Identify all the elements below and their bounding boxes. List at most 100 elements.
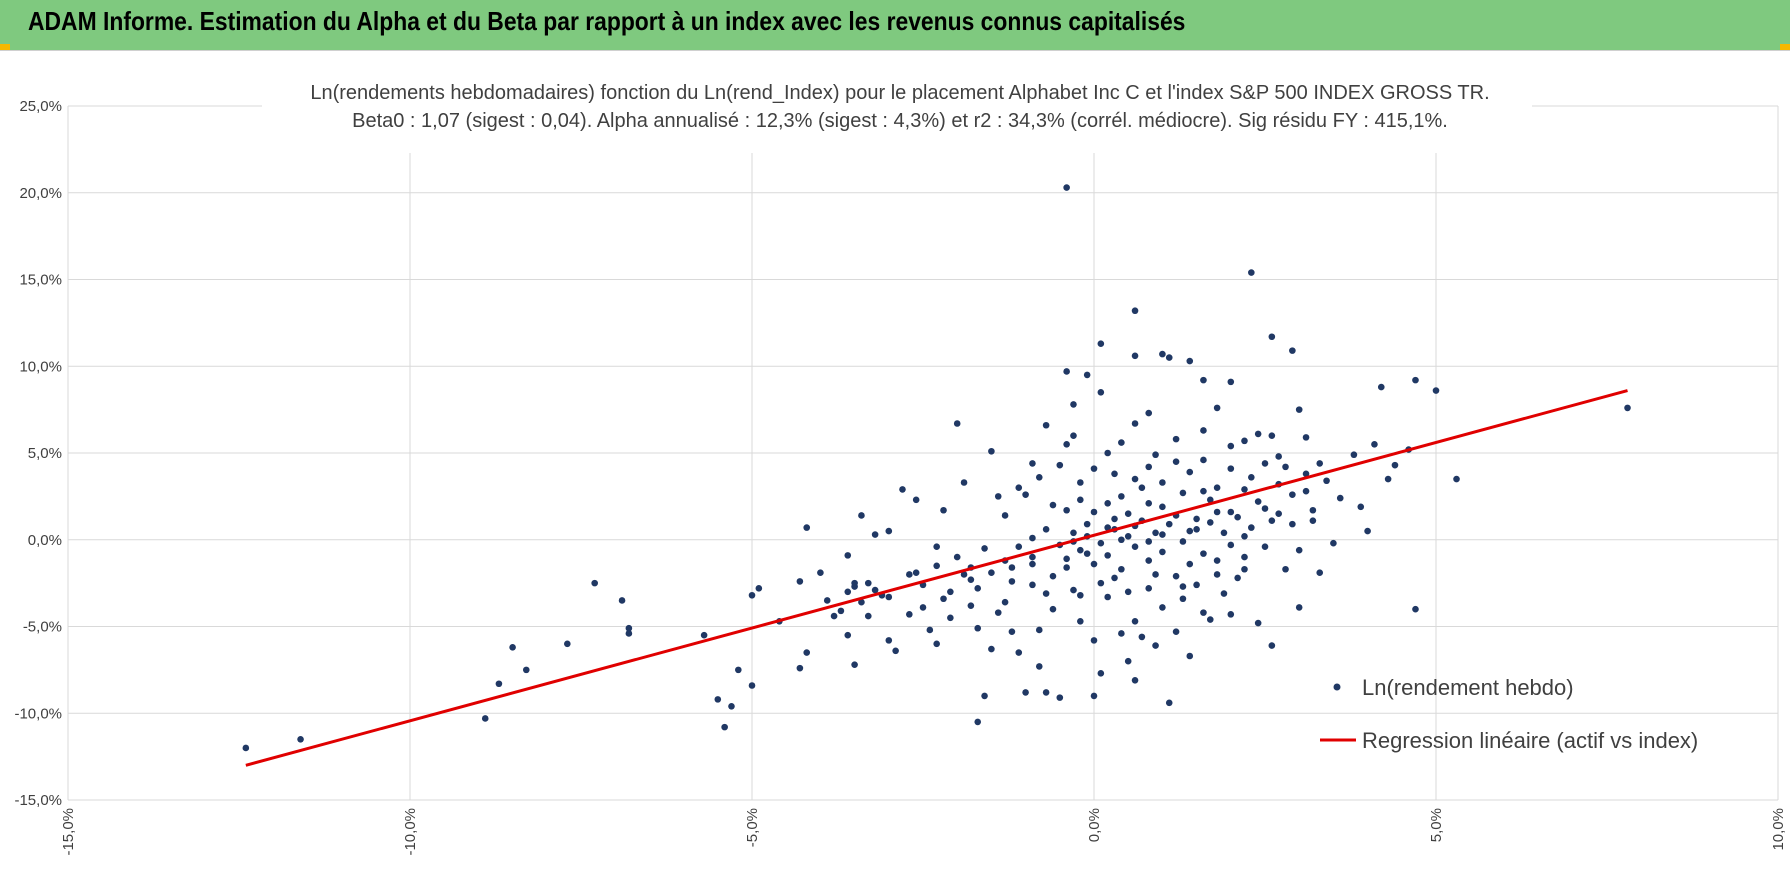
data-point	[1104, 500, 1111, 507]
data-point	[1152, 529, 1159, 537]
title-background	[262, 71, 1532, 153]
data-point	[1111, 470, 1118, 478]
data-point	[1254, 498, 1262, 505]
data-point	[1042, 526, 1050, 533]
data-point	[1159, 604, 1166, 611]
data-point	[297, 735, 304, 743]
data-point	[1200, 550, 1207, 557]
x-tick-label: -15,0%	[60, 808, 77, 856]
data-point	[1302, 470, 1310, 478]
data-point	[625, 624, 633, 632]
data-point	[1077, 617, 1084, 625]
data-point	[1213, 571, 1221, 578]
data-point	[926, 626, 934, 634]
data-point	[1316, 460, 1324, 467]
data-point	[1097, 539, 1105, 547]
data-point	[988, 447, 995, 455]
data-point	[1077, 546, 1084, 554]
data-point	[871, 531, 879, 538]
data-point	[1241, 553, 1248, 561]
data-point	[625, 630, 633, 637]
data-point	[1152, 571, 1159, 578]
data-point	[1206, 496, 1214, 504]
data-point	[912, 569, 920, 577]
data-point	[1200, 456, 1207, 464]
data-point	[1118, 630, 1125, 637]
data-point	[1159, 479, 1166, 486]
data-point	[885, 637, 893, 644]
chart-subtitle: Beta0 : 1,07 (sigest : 0,04). Alpha annu…	[352, 110, 1448, 132]
data-point	[1323, 477, 1330, 485]
data-point	[1090, 692, 1098, 700]
data-point	[1111, 574, 1118, 582]
data-point	[1090, 637, 1098, 644]
legend-label-scatter: Ln(rendement hebdo)	[1362, 675, 1574, 700]
data-point	[1035, 473, 1043, 481]
data-point	[1097, 388, 1105, 396]
corner-marker-left	[0, 44, 10, 50]
data-point	[1172, 435, 1180, 443]
data-point	[721, 723, 728, 731]
data-point	[1165, 520, 1173, 528]
data-point	[1131, 475, 1139, 483]
data-point	[1179, 489, 1187, 497]
data-point	[1241, 565, 1248, 573]
data-point	[1118, 565, 1125, 573]
data-point	[1083, 550, 1091, 557]
data-point	[1029, 460, 1036, 467]
data-point	[906, 611, 913, 618]
data-point	[1261, 543, 1269, 550]
data-point	[1268, 432, 1276, 439]
data-point	[1124, 532, 1132, 540]
data-point	[1302, 487, 1310, 495]
data-point	[1042, 421, 1050, 429]
data-point	[830, 612, 838, 620]
data-point	[1042, 689, 1050, 696]
data-point	[1220, 590, 1228, 597]
data-point	[1186, 468, 1194, 476]
header-bar: ADAM Informe. Estimation du Alpha et du …	[0, 0, 1790, 50]
data-point	[994, 609, 1002, 616]
data-point	[1295, 406, 1303, 413]
data-point	[1227, 611, 1235, 618]
data-point	[933, 562, 940, 570]
data-point	[1213, 508, 1221, 516]
data-point	[1015, 484, 1023, 492]
data-point	[994, 493, 1002, 500]
data-point	[1200, 487, 1207, 495]
data-point	[1111, 515, 1118, 523]
y-tick-label: -15,0%	[14, 792, 62, 809]
data-point	[1302, 434, 1310, 441]
data-point	[1213, 484, 1221, 492]
data-point	[1186, 652, 1194, 660]
data-point	[1070, 432, 1077, 439]
data-point	[1070, 586, 1077, 594]
data-point	[1254, 619, 1262, 627]
data-point	[892, 647, 899, 655]
data-point	[1213, 557, 1221, 564]
data-point	[1145, 538, 1153, 545]
data-point	[591, 579, 598, 587]
data-point	[1248, 524, 1255, 531]
data-point	[1295, 604, 1303, 611]
data-point	[1077, 479, 1084, 486]
data-point	[1268, 333, 1276, 341]
x-axis-ticks: -15,0% -10,0% -5,0% 0,0% 5,0% 10,0%	[60, 808, 1787, 856]
data-point	[933, 543, 940, 550]
data-point	[495, 680, 503, 688]
data-point	[1179, 538, 1187, 545]
data-point	[1357, 503, 1365, 511]
data-point	[940, 506, 947, 514]
data-point	[1015, 543, 1023, 550]
data-point	[1063, 564, 1070, 571]
data-point	[1309, 506, 1317, 514]
data-point	[947, 588, 954, 596]
data-point	[1124, 657, 1132, 665]
data-point	[823, 597, 831, 604]
data-point	[1090, 560, 1098, 568]
data-point	[735, 666, 742, 674]
data-point	[564, 640, 571, 648]
data-point	[1316, 569, 1324, 577]
data-point	[1118, 493, 1125, 500]
data-point	[1070, 529, 1077, 537]
